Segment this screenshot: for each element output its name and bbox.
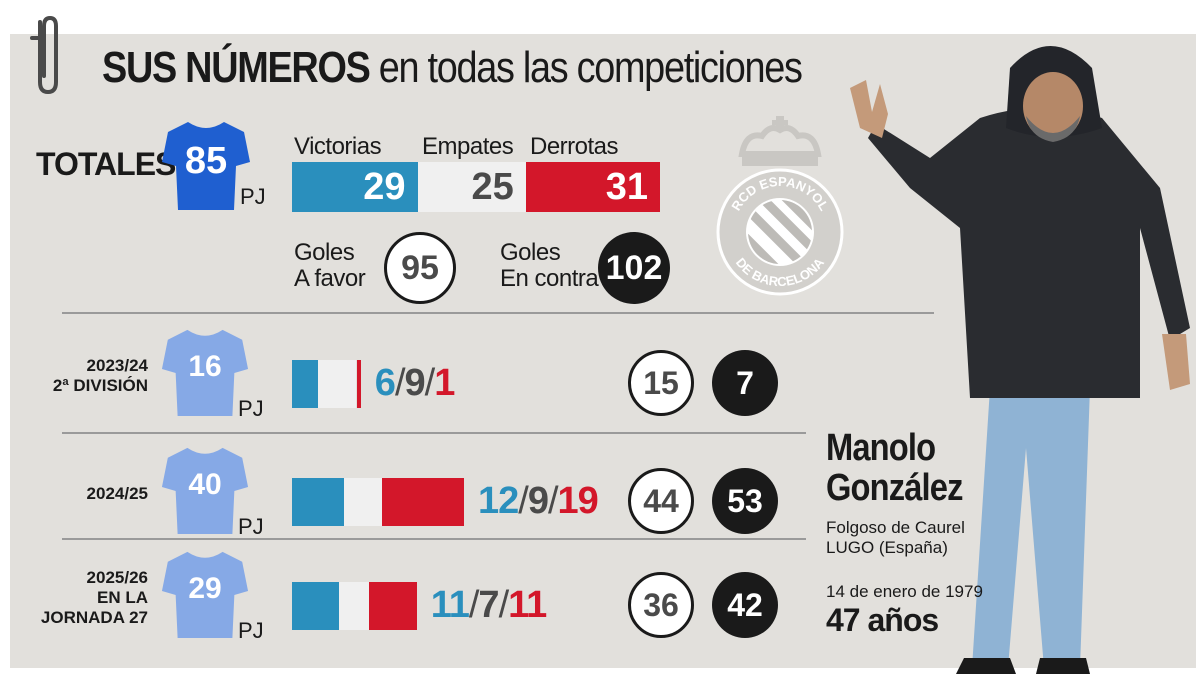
season-label: 2025/26 EN LA JORNADA 27: [41, 568, 148, 628]
season-separator: /: [394, 362, 406, 404]
season-derrotas-segment: [382, 478, 464, 526]
season-label-line3: JORNADA 27: [40, 608, 148, 627]
title-rest: en todas las competiciones: [378, 43, 803, 92]
season-label: 2024/25: [87, 484, 148, 504]
season-pj-label: PJ: [238, 514, 264, 539]
totales-empates-value: 25: [471, 165, 514, 208]
season-victorias-value: 6: [374, 362, 396, 404]
season-victorias-segment: [292, 360, 318, 408]
season-goles-contra-circle: 7: [712, 350, 778, 416]
totales-derrotas-segment: 31: [525, 162, 660, 212]
season-derrotas-value: 19: [557, 480, 599, 522]
season-label-line2: 2ª DIVISIÓN: [52, 376, 148, 395]
season-goles-contra-circle: 42: [712, 572, 778, 638]
season-empates-segment: [343, 478, 383, 526]
season-empates-segment: [317, 360, 357, 408]
coach-birthdate: 14 de enero de 1979: [826, 582, 983, 601]
section-divider: [62, 312, 934, 314]
goles-favor-circle: 95: [384, 232, 456, 304]
season-label: 2023/24 2ª DIVISIÓN: [53, 356, 148, 396]
season-separator: /: [424, 362, 436, 404]
coach-photo: [850, 46, 1190, 674]
season-goles-favor-circle: 15: [628, 350, 694, 416]
goles-contra-circle: 102: [598, 232, 670, 304]
season-victorias-segment: [292, 478, 344, 526]
season-shirt-icon: [161, 329, 249, 416]
coach-name: Manolo González: [826, 428, 985, 508]
page-title: SUS NÚMEROS en todas las competiciones: [102, 40, 916, 96]
season-empates-segment: [339, 582, 370, 630]
season-pj-number: 29: [188, 572, 222, 605]
season-separator: /: [468, 584, 480, 626]
season-label-line1: 2025/26: [86, 568, 148, 587]
season-derrotas-value: 1: [434, 362, 455, 404]
totales-empates-segment: 25: [417, 162, 526, 212]
season-empates-value: 7: [478, 584, 499, 626]
season-empates-value: 9: [404, 362, 426, 404]
row-divider-1: [62, 432, 806, 434]
pj-label-total: PJ: [240, 184, 266, 209]
season-shirt-icon: [161, 551, 249, 638]
season-separator: /: [498, 584, 510, 626]
season-goles-favor-circle: 44: [628, 468, 694, 534]
season-victorias-value: 12: [478, 480, 519, 522]
goles-favor-label-line2: A favor: [294, 265, 366, 292]
season-victorias-segment: [292, 582, 340, 630]
coach-name-line1: Manolo: [826, 427, 936, 469]
row-divider-2: [62, 538, 806, 540]
season-separator: /: [518, 480, 529, 522]
season-separator: /: [547, 480, 559, 522]
season-record: 12/9/19: [478, 480, 599, 523]
coach-birthplace: Folgoso de Caurel LUGO (España): [826, 518, 965, 558]
totales-label: TOTALES: [36, 146, 176, 182]
season-victorias-value: 11: [430, 584, 470, 626]
season-shirt: 29: [160, 548, 250, 638]
goles-favor-label-line1: Goles: [294, 239, 355, 266]
totales-bar: 29 25 31: [292, 162, 660, 212]
coach-name-line2: González: [826, 467, 963, 509]
paperclip-icon: [30, 15, 58, 95]
totales-victorias-segment: 29: [292, 162, 418, 212]
shirt-total-number: 85: [184, 140, 228, 182]
season-derrotas-segment: [356, 360, 361, 408]
season-pj-label: PJ: [238, 396, 264, 421]
espanyol-crest-icon: RCD ESPANYOL DE BARCELONA: [716, 116, 844, 296]
totales-victorias-value: 29: [363, 165, 406, 208]
season-derrotas-segment: [369, 582, 417, 630]
shirt-total-icon: [162, 122, 250, 210]
victorias-label: Victorias: [294, 133, 382, 160]
season-goles-favor-circle: 36: [628, 572, 694, 638]
season-empates-value: 9: [527, 480, 549, 522]
coach-birthplace-line2: LUGO (España): [826, 538, 948, 557]
season-record: 11/7/11: [430, 584, 548, 627]
goles-favor-label: Goles A favor: [294, 239, 366, 292]
season-shirt: 40: [160, 444, 250, 534]
goles-contra-label-line2: En contra: [500, 265, 599, 292]
season-pj-number: 16: [188, 350, 222, 383]
shirt-total: 85: [160, 118, 252, 210]
season-shirt-icon: [161, 447, 249, 534]
goles-contra-label-line1: Goles: [500, 239, 561, 266]
goles-contra-label: Goles En contra: [500, 239, 599, 292]
totales-derrotas-value: 31: [605, 165, 648, 208]
season-derrotas-value: 11: [508, 584, 547, 626]
season-pj-number: 40: [188, 468, 222, 501]
season-label-line1: 2023/24: [86, 356, 148, 375]
season-goles-contra-circle: 53: [712, 468, 778, 534]
title-bold: SUS NÚMEROS: [102, 43, 371, 92]
season-pj-label: PJ: [238, 618, 264, 643]
coach-age: 47 años: [826, 602, 939, 638]
season-label-line2: EN LA: [97, 588, 148, 607]
coach-birthplace-line1: Folgoso de Caurel: [826, 518, 965, 537]
empates-label: Empates: [422, 133, 514, 160]
season-shirt: 16: [160, 326, 250, 416]
derrotas-label: Derrotas: [530, 133, 619, 160]
season-record: 6/9/1: [374, 362, 456, 405]
season-label-line1: 2024/25: [86, 484, 148, 503]
